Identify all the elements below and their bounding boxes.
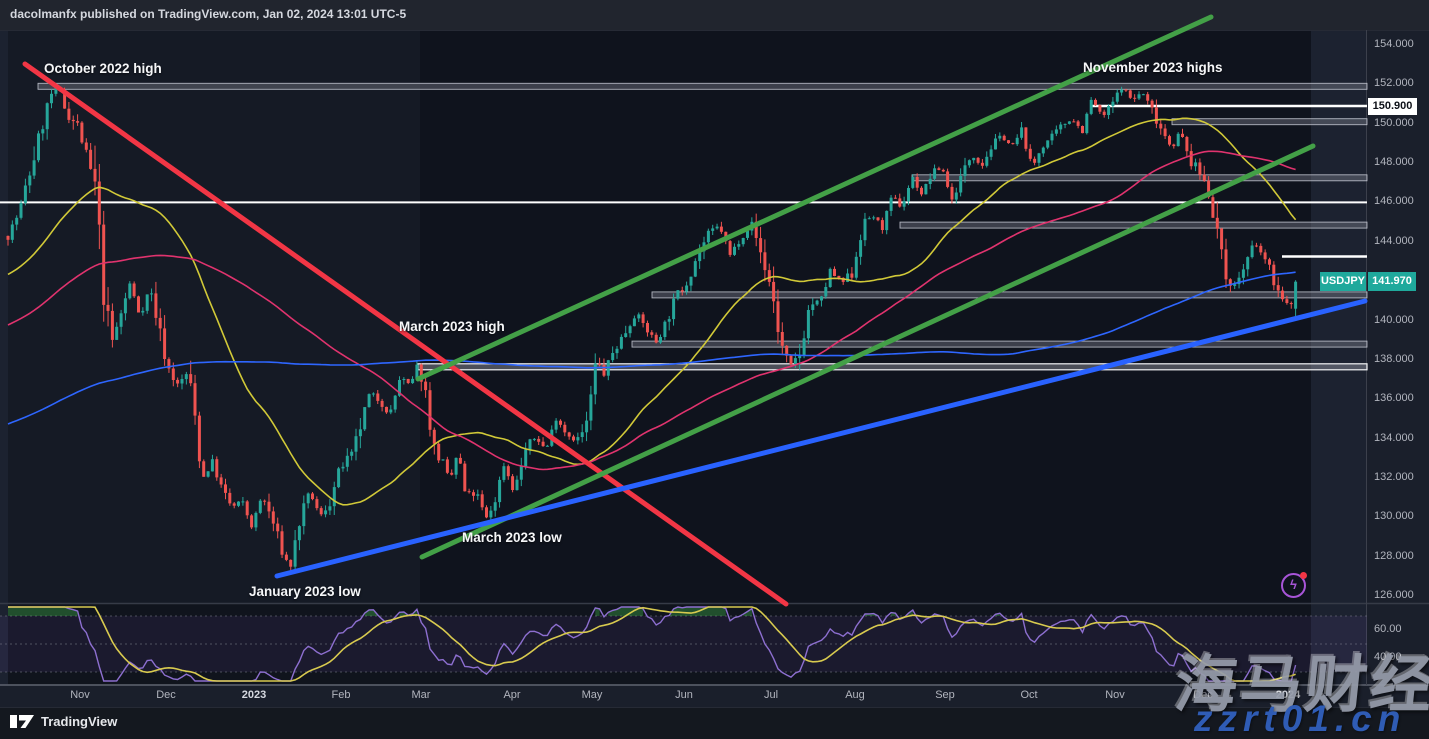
last-price-value: 141.970 bbox=[1368, 272, 1416, 291]
time-tick-label: Dec bbox=[1193, 689, 1213, 701]
price-tick-label: 130.000 bbox=[1374, 510, 1414, 522]
price-tick-label: 148.000 bbox=[1374, 156, 1414, 168]
tradingview-brand-text: TradingView bbox=[41, 714, 118, 729]
time-tick-label: Nov bbox=[1105, 689, 1125, 701]
price-tick-label: 138.000 bbox=[1374, 353, 1414, 365]
footer-bar bbox=[0, 707, 1429, 739]
symbol-badge: USDJPY bbox=[1320, 272, 1366, 291]
price-level-label-150900: 150.900 bbox=[1368, 98, 1417, 115]
price-pane-left-region bbox=[8, 30, 420, 603]
time-tick-label: May bbox=[581, 689, 603, 701]
time-tick-label: Dec bbox=[156, 689, 176, 701]
publish-bar: dacolmanfx published on TradingView.com,… bbox=[0, 0, 1429, 30]
time-tick-label: Apr bbox=[503, 689, 521, 701]
price-tick-label: 128.000 bbox=[1374, 550, 1414, 562]
oscillator-tick-label: 60.00 bbox=[1374, 623, 1402, 635]
time-axis-bar[interactable] bbox=[0, 685, 1429, 707]
time-tick-label: Nov bbox=[70, 689, 90, 701]
annotation-march-2023-low[interactable]: March 2023 low bbox=[462, 530, 562, 545]
time-tick-label: Jul bbox=[763, 689, 779, 701]
technicals-bolt-icon[interactable]: ϟ bbox=[1281, 572, 1307, 598]
price-tick-label: 146.000 bbox=[1374, 195, 1414, 207]
bolt-glyph: ϟ bbox=[1290, 577, 1297, 592]
oscillator-pane-region bbox=[8, 603, 1311, 685]
watermark-url: zzrt01.cn bbox=[1194, 698, 1407, 739]
tradingview-logo[interactable]: TradingView bbox=[10, 713, 117, 730]
price-tick-label: 132.000 bbox=[1374, 471, 1414, 483]
time-tick-label: Sep bbox=[935, 689, 955, 701]
publish-info: dacolmanfx published on TradingView.com,… bbox=[10, 7, 407, 21]
time-axis-labels: Nov Dec 2023 Feb Mar Apr May Jun Jul Aug Sep Oct Nov… bbox=[0, 685, 1367, 707]
time-tick-label: 2024 bbox=[1275, 689, 1301, 701]
time-tick-label: Oct bbox=[1020, 689, 1038, 701]
oscillator-tick-label: 40.00 bbox=[1374, 651, 1402, 663]
time-tick-label: Jun bbox=[675, 689, 693, 701]
price-tick-label: 150.000 bbox=[1374, 117, 1414, 129]
price-tick-label: 144.000 bbox=[1374, 235, 1414, 247]
annotation-january-2023-low[interactable]: January 2023 low bbox=[249, 584, 361, 599]
time-tick-label: Feb bbox=[331, 689, 351, 701]
tradingview-logo-icon bbox=[10, 715, 34, 728]
price-tick-label: 134.000 bbox=[1374, 432, 1414, 444]
price-pane-highlight-region bbox=[420, 30, 1311, 603]
time-tick-label: Aug bbox=[845, 689, 865, 701]
price-axis[interactable] bbox=[1367, 30, 1429, 685]
annotation-october-2022-high[interactable]: October 2022 high bbox=[44, 61, 162, 76]
annotation-march-2023-high[interactable]: March 2023 high bbox=[399, 319, 505, 334]
notification-dot bbox=[1300, 572, 1307, 579]
price-tick-label: 140.000 bbox=[1374, 314, 1414, 326]
price-tick-label: 152.000 bbox=[1374, 77, 1414, 89]
time-tick-label: 2023 bbox=[241, 689, 267, 701]
annotation-november-2023-highs[interactable]: November 2023 highs bbox=[1083, 60, 1223, 75]
last-price-label: USDJPY 141.970 bbox=[1320, 272, 1416, 291]
price-tick-label: 126.000 bbox=[1374, 589, 1414, 601]
price-tick-label: 154.000 bbox=[1374, 38, 1414, 50]
price-tick-label: 136.000 bbox=[1374, 392, 1414, 404]
time-tick-label: Mar bbox=[411, 689, 431, 701]
price-pane[interactable] bbox=[0, 30, 1429, 603]
